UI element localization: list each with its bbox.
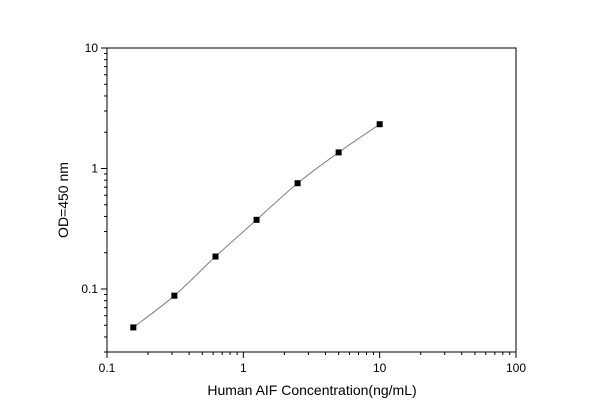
data-point [335, 149, 342, 156]
y-axis: 0.1 1 10 [81, 41, 107, 353]
data-point [130, 324, 137, 331]
data-point [212, 253, 219, 260]
data-point [294, 180, 301, 187]
plot-frame [106, 47, 517, 353]
data-point [253, 216, 260, 223]
y-tick-label: 0.1 [81, 282, 98, 296]
plot-border [106, 47, 517, 353]
x-tick-label: 0.1 [99, 361, 116, 375]
x-axis-label: Human AIF Concentration(ng/mL) [207, 382, 416, 398]
x-axis: 0.1 1 10 100 [99, 352, 526, 375]
data-points-layer [130, 121, 383, 331]
y-tick-label: 1 [91, 161, 98, 175]
fit-curve [133, 123, 380, 328]
x-tick-label: 1 [240, 361, 247, 375]
data-point [376, 121, 383, 128]
x-tick-label: 10 [373, 361, 387, 375]
y-axis-label: OD=450 nm [55, 162, 71, 238]
data-point [171, 292, 178, 299]
y-tick-label: 10 [85, 41, 99, 55]
fit-line-layer [133, 123, 380, 328]
x-tick-label: 100 [506, 361, 526, 375]
